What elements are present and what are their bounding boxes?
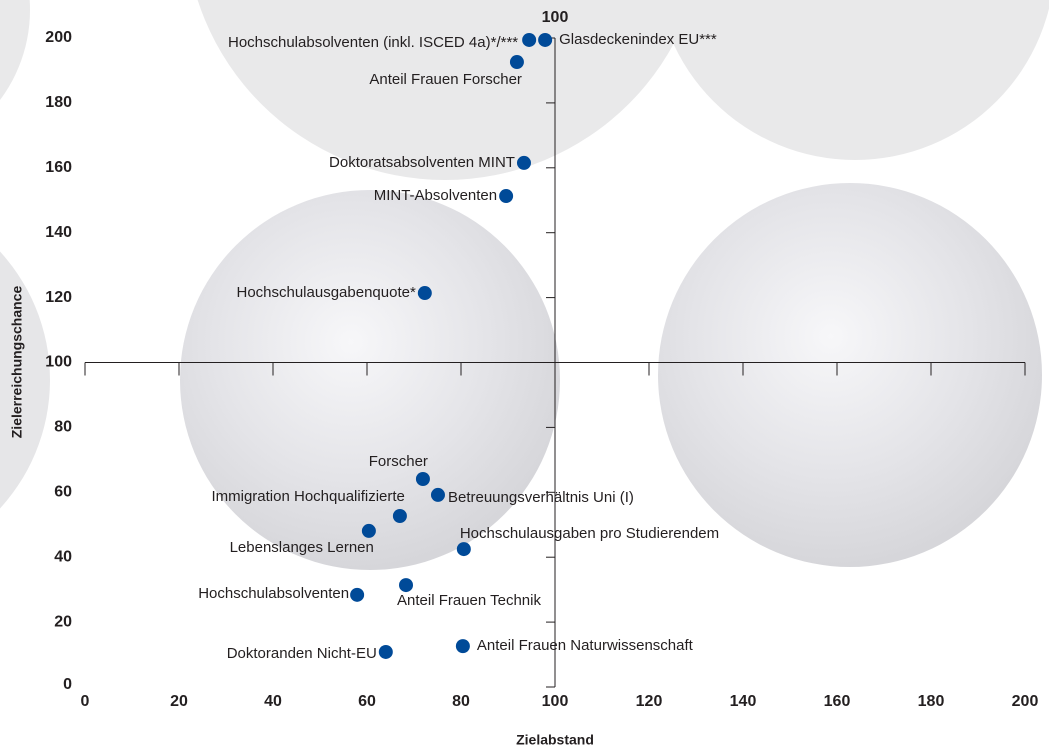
x-tick-label: 20 <box>170 693 188 710</box>
y-tick-label: 100 <box>45 354 72 371</box>
point <box>455 639 470 654</box>
axis-top-label: 100 <box>542 9 569 26</box>
y-tick-label: 60 <box>54 484 72 501</box>
point-label: Lebenslanges Lernen <box>230 539 374 556</box>
y-axis-title: Zielerreichungschance <box>9 286 25 439</box>
y-tick-label: 160 <box>45 159 72 176</box>
point-label: Hochschulausgaben pro Studierendem <box>460 525 719 542</box>
point-label: Anteil Frauen Naturwissenschaft <box>477 637 694 654</box>
point <box>415 471 430 486</box>
x-tick-label: 160 <box>824 693 851 710</box>
point-label: Doktoranden Nicht-EU <box>227 645 377 662</box>
y-tick-label: 180 <box>45 94 72 111</box>
point-label: Forscher <box>369 453 428 470</box>
point-label: MINT-Absolventen <box>374 187 497 204</box>
point <box>522 32 537 47</box>
background <box>0 0 1049 570</box>
y-tick-label: 80 <box>54 419 72 436</box>
point <box>378 644 393 659</box>
point <box>509 55 524 70</box>
x-tick-label: 60 <box>358 693 376 710</box>
x-tick-label: 80 <box>452 693 470 710</box>
point <box>392 508 407 523</box>
x-tick-label: 0 <box>81 693 90 710</box>
x-tick-label: 120 <box>636 693 663 710</box>
point <box>417 286 432 301</box>
y-tick-label: 40 <box>54 548 72 565</box>
y-tick-label: 140 <box>45 224 72 241</box>
point <box>456 542 471 557</box>
point-label: Immigration Hochqualifizierte <box>211 488 404 505</box>
x-axis-title: Zielabstand <box>516 732 594 748</box>
point <box>516 155 531 170</box>
x-tick-label: 40 <box>264 693 282 710</box>
y-tick-label: 120 <box>45 289 72 306</box>
y-tick-label: 200 <box>45 29 72 46</box>
point-label: Anteil Frauen Technik <box>397 592 541 609</box>
point <box>430 487 445 502</box>
point <box>499 189 514 204</box>
point-label: Glasdeckenindex EU*** <box>559 31 717 48</box>
y-tick-label: 20 <box>54 613 72 630</box>
point <box>399 578 414 593</box>
x-tick-label: 180 <box>918 693 945 710</box>
point-label: Hochschulabsolventen <box>198 585 349 602</box>
point-label: Doktoratsabsolventen MINT <box>329 154 515 171</box>
x-tick-label: 140 <box>730 693 757 710</box>
point <box>538 32 553 47</box>
point-label: Anteil Frauen Forscher <box>369 71 522 88</box>
point-label: Betreuungsverhältnis Uni (I) <box>448 489 634 506</box>
point <box>350 587 365 602</box>
y-tick-label: 0 <box>63 676 72 693</box>
point-label: Hochschulabsolventen (inkl. ISCED 4a)*/*… <box>228 34 518 51</box>
x-tick-label: 100 <box>542 693 569 710</box>
point-label: Hochschulausgabenquote* <box>236 284 415 301</box>
x-tick-label: 200 <box>1012 693 1039 710</box>
point <box>361 523 376 538</box>
